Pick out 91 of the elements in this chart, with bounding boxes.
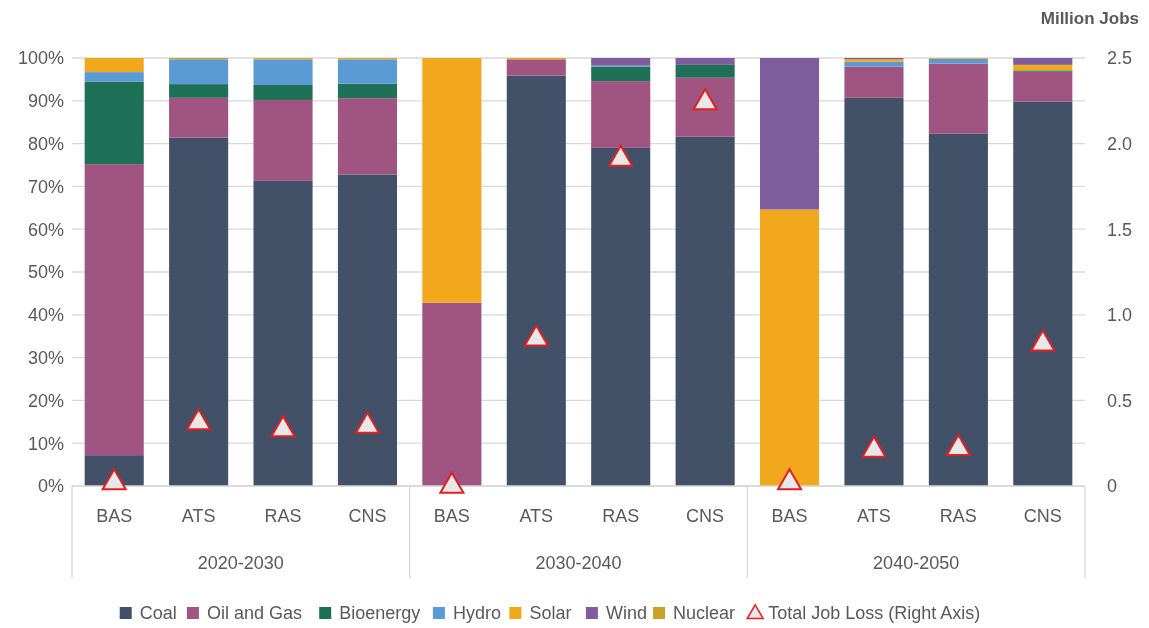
point: [861, 435, 887, 458]
bar: [169, 84, 229, 98]
x-tick-label: RAS: [939, 506, 977, 527]
x-tick-label: RAS: [264, 506, 302, 527]
bar: [844, 66, 904, 98]
bar: [844, 97, 904, 486]
bar: [84, 58, 144, 73]
y-tick-label: 100%: [17, 48, 64, 69]
point: [777, 468, 803, 491]
legend-label: Wind: [605, 603, 647, 624]
point: [608, 144, 634, 167]
bar: [84, 164, 144, 456]
bar: [1013, 64, 1073, 71]
x-tick-label: CNS: [348, 506, 387, 527]
legend-label: Oil and Gas: [206, 603, 302, 624]
bar: [928, 63, 988, 134]
bar: [1013, 101, 1073, 486]
bar: [337, 83, 397, 99]
y-tick-label: 20%: [27, 390, 64, 411]
point: [945, 434, 971, 456]
bar: [337, 98, 397, 175]
y2-tick-label: 1.0: [1107, 305, 1133, 326]
y2-tick-label: 1.5: [1107, 219, 1133, 240]
bar: [1013, 58, 1073, 65]
bar: [84, 81, 144, 165]
y-tick-label: 70%: [27, 176, 64, 197]
bar: [844, 61, 904, 67]
bar: [337, 174, 397, 486]
bar: [253, 59, 313, 85]
x-tick-label: RAS: [602, 506, 640, 527]
x-tick-label: ATS: [857, 506, 891, 527]
bar: [84, 72, 144, 82]
point: [186, 408, 212, 431]
x-tick-label: ATS: [181, 506, 216, 527]
bar: [506, 75, 566, 486]
bar: [422, 58, 482, 303]
y2-tick-label: 0: [1107, 476, 1118, 497]
bar: [253, 99, 313, 181]
bar: [169, 97, 229, 138]
bar: [675, 58, 735, 65]
y-tick-label: 10%: [27, 433, 64, 454]
bar: [928, 133, 988, 486]
y2-tick-label: 2.0: [1107, 133, 1133, 154]
legend-label: Nuclear: [673, 603, 736, 624]
point: [354, 411, 380, 434]
legend-label: Total Job Loss (Right Axis): [768, 603, 981, 624]
x-tick-label: CNS: [686, 506, 725, 527]
bar: [1013, 71, 1073, 102]
y2-axis-title: Million Jobs: [1040, 9, 1139, 28]
bar: [169, 59, 229, 85]
x-tick-label: ATS: [519, 506, 554, 527]
bar: [675, 77, 735, 137]
text: 2020-2030: [197, 553, 284, 574]
y-tick-label: 50%: [27, 262, 64, 283]
legend-label: Hydro: [452, 603, 501, 624]
y-tick-label: 30%: [27, 347, 64, 368]
bar: [337, 59, 397, 84]
bar: [591, 147, 651, 486]
bar: [675, 64, 735, 78]
x-tick-label: BAS: [96, 506, 133, 527]
bar: [928, 58, 988, 64]
legend-label: Bioenergy: [339, 603, 421, 624]
bar: [506, 59, 566, 76]
text: 2030-2040: [535, 553, 622, 574]
bar: [169, 137, 229, 486]
y-tick-label: 0%: [37, 476, 64, 497]
point: [1030, 329, 1056, 352]
bar: [760, 58, 820, 210]
x-tick-label: BAS: [433, 506, 470, 527]
legend-label: Solar: [529, 603, 572, 624]
y2-tick-label: 0.5: [1107, 390, 1133, 411]
point: [523, 324, 549, 347]
y-tick-label: 60%: [27, 219, 64, 240]
bar: [760, 209, 820, 486]
bar: [422, 302, 482, 486]
point: [439, 471, 465, 494]
x-tick-label: CNS: [1023, 506, 1062, 527]
bar: [253, 180, 313, 486]
y2-tick-label: 2.5: [1107, 48, 1133, 69]
x-tick-label: BAS: [771, 506, 808, 527]
y-tick-label: 40%: [27, 305, 64, 326]
bar: [591, 81, 651, 148]
legend-label: Coal: [139, 603, 177, 624]
y-tick-label: 90%: [27, 91, 64, 112]
text: 2040-2050: [873, 553, 960, 574]
bar: [675, 136, 735, 486]
bar: [253, 84, 313, 100]
bar: [591, 58, 651, 66]
point: [270, 415, 296, 438]
bar: [591, 66, 651, 82]
y-tick-label: 80%: [27, 133, 64, 154]
